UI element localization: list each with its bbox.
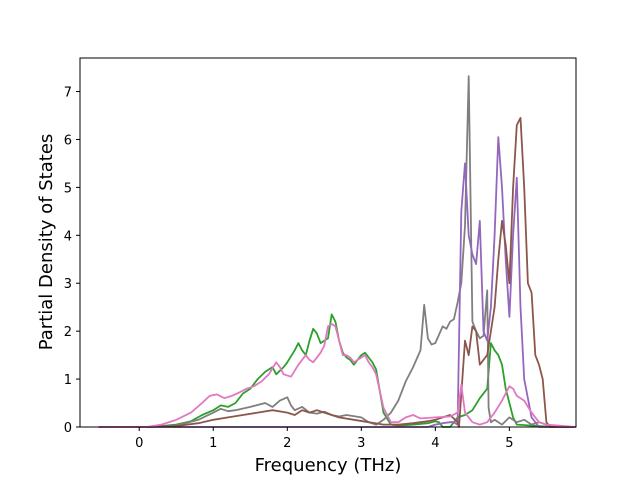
y-tick-label: 3 — [64, 277, 72, 292]
x-tick-label: 2 — [283, 436, 291, 451]
y-tick-label: 5 — [64, 181, 72, 196]
y-axis: 0 1 2 3 4 5 6 7 — [64, 86, 80, 436]
series-line-2 — [98, 75, 577, 428]
series-line-4 — [98, 117, 576, 428]
x-tick-label: 4 — [431, 436, 439, 451]
x-axis-label: Frequency (THz) — [255, 455, 402, 476]
y-tick-label: 7 — [64, 86, 72, 101]
x-tick-label: 0 — [135, 436, 143, 451]
plot-frame — [79, 57, 577, 428]
series-line-5 — [98, 323, 577, 428]
y-tick-label: 1 — [64, 373, 72, 388]
x-tick-label: 5 — [505, 436, 513, 451]
y-axis-label: Partial Density of States — [36, 134, 57, 351]
y-tick-label: 6 — [64, 133, 72, 148]
x-tick-label: 3 — [357, 436, 365, 451]
y-tick-label: 0 — [64, 421, 72, 436]
series-line-3 — [98, 136, 576, 428]
y-tick-label: 4 — [64, 229, 72, 244]
series-line-1 — [98, 313, 554, 428]
y-tick-label: 2 — [64, 325, 72, 340]
series-lines — [98, 75, 577, 428]
x-axis: 0 1 2 3 4 5 — [135, 427, 514, 451]
x-tick-label: 1 — [209, 436, 217, 451]
